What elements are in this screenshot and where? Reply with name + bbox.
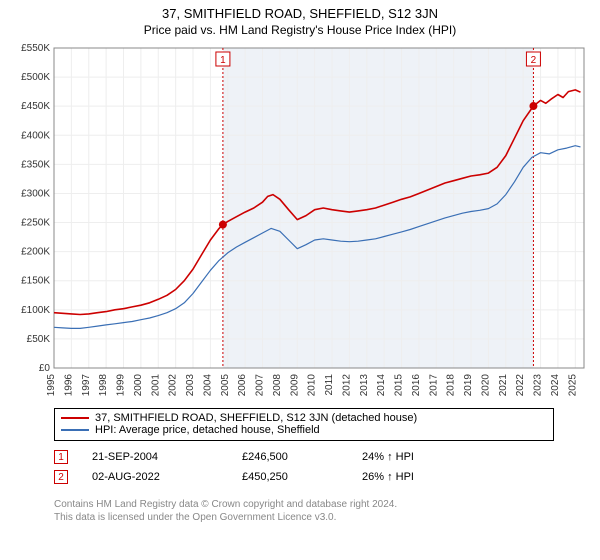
svg-text:2018: 2018 <box>446 374 457 397</box>
legend-swatch-hpi <box>61 429 89 430</box>
sale-date-1: 21-SEP-2004 <box>92 451 242 463</box>
svg-text:2022: 2022 <box>515 374 526 397</box>
footer-attribution: Contains HM Land Registry data © Crown c… <box>54 498 554 524</box>
svg-text:1995: 1995 <box>46 374 57 397</box>
legend-item-hpi: HPI: Average price, detached house, Shef… <box>61 424 547 436</box>
sale-hpi-1: 24% ↑ HPI <box>362 451 482 463</box>
svg-text:£200K: £200K <box>21 247 50 258</box>
price-chart: £0 £50K £100K £150K £200K £250K £300K £350K £400… <box>10 42 590 402</box>
svg-text:2016: 2016 <box>411 374 422 397</box>
sale-price-1: £246,500 <box>242 451 362 463</box>
svg-text:1998: 1998 <box>98 374 109 397</box>
svg-text:£300K: £300K <box>21 188 50 199</box>
legend-swatch-property <box>61 417 89 419</box>
svg-text:2015: 2015 <box>394 374 405 397</box>
svg-text:2012: 2012 <box>341 374 352 397</box>
svg-text:1: 1 <box>220 55 226 66</box>
page-subtitle: Price paid vs. HM Land Registry's House … <box>0 23 600 37</box>
svg-text:2: 2 <box>531 55 537 66</box>
sale-marker-1-icon: 1 <box>54 450 68 464</box>
svg-text:£500K: £500K <box>21 72 50 83</box>
svg-text:£400K: £400K <box>21 130 50 141</box>
sale-marker-2-icon: 2 <box>54 470 68 484</box>
svg-text:2017: 2017 <box>428 374 439 397</box>
sales-table: 1 21-SEP-2004 £246,500 24% ↑ HPI 2 02-AU… <box>54 450 554 490</box>
sale-hpi-2: 26% ↑ HPI <box>362 471 482 483</box>
svg-text:2004: 2004 <box>202 374 213 397</box>
chart-svg: £0 £50K £100K £150K £200K £250K £300K £350K £400… <box>10 42 590 402</box>
legend-box: 37, SMITHFIELD ROAD, SHEFFIELD, S12 3JN … <box>54 408 554 441</box>
svg-text:2014: 2014 <box>376 374 387 397</box>
svg-text:2010: 2010 <box>307 374 318 397</box>
sales-row-1: 1 21-SEP-2004 £246,500 24% ↑ HPI <box>54 450 554 464</box>
sales-row-2: 2 02-AUG-2022 £450,250 26% ↑ HPI <box>54 470 554 484</box>
footer-line-1: Contains HM Land Registry data © Crown c… <box>54 498 554 511</box>
svg-text:2011: 2011 <box>324 374 335 396</box>
svg-text:2020: 2020 <box>480 374 491 397</box>
svg-text:2006: 2006 <box>237 374 248 397</box>
svg-text:2023: 2023 <box>533 374 544 397</box>
svg-text:2021: 2021 <box>498 374 509 397</box>
svg-text:£150K: £150K <box>21 276 50 287</box>
svg-text:£100K: £100K <box>21 305 50 316</box>
svg-text:2019: 2019 <box>463 374 474 397</box>
svg-text:1999: 1999 <box>116 374 127 397</box>
svg-text:2002: 2002 <box>168 374 179 397</box>
svg-text:1997: 1997 <box>81 374 92 397</box>
page-title: 37, SMITHFIELD ROAD, SHEFFIELD, S12 3JN <box>0 6 600 21</box>
svg-text:2005: 2005 <box>220 374 231 397</box>
sale-marker-2-label: 2 <box>58 472 64 483</box>
svg-text:2007: 2007 <box>255 374 266 397</box>
sale-marker-1-label: 1 <box>58 452 64 463</box>
svg-text:£550K: £550K <box>21 43 50 54</box>
svg-text:£450K: £450K <box>21 101 50 112</box>
svg-text:2025: 2025 <box>567 374 578 397</box>
sale-price-2: £450,250 <box>242 471 362 483</box>
legend-item-property: 37, SMITHFIELD ROAD, SHEFFIELD, S12 3JN … <box>61 412 547 424</box>
svg-text:1996: 1996 <box>63 374 74 397</box>
footer-line-2: This data is licensed under the Open Gov… <box>54 511 554 524</box>
svg-text:2013: 2013 <box>359 374 370 397</box>
legend-label-hpi: HPI: Average price, detached house, Shef… <box>95 424 320 436</box>
svg-text:£50K: £50K <box>27 334 51 345</box>
svg-text:2008: 2008 <box>272 374 283 397</box>
svg-text:£0: £0 <box>39 363 51 374</box>
sale-date-2: 02-AUG-2022 <box>92 471 242 483</box>
svg-text:2001: 2001 <box>150 374 161 397</box>
svg-text:2003: 2003 <box>185 374 196 397</box>
svg-text:£350K: £350K <box>21 159 50 170</box>
svg-text:2024: 2024 <box>550 374 561 397</box>
svg-text:£250K: £250K <box>21 218 50 229</box>
svg-text:2000: 2000 <box>133 374 144 397</box>
svg-text:2009: 2009 <box>289 374 300 397</box>
legend-label-property: 37, SMITHFIELD ROAD, SHEFFIELD, S12 3JN … <box>95 412 417 424</box>
